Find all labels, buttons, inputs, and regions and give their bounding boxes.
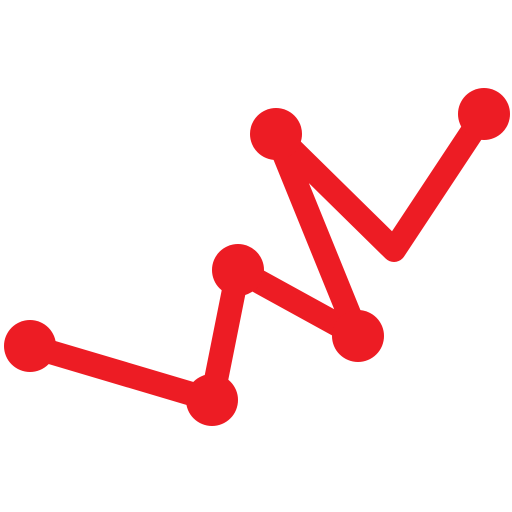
trend-point [212, 244, 264, 296]
trend-point [458, 88, 510, 140]
trend-point [332, 310, 384, 362]
trend-point [4, 320, 56, 372]
trend-point [250, 108, 302, 160]
trend-points [4, 88, 510, 426]
trend-point [186, 374, 238, 426]
